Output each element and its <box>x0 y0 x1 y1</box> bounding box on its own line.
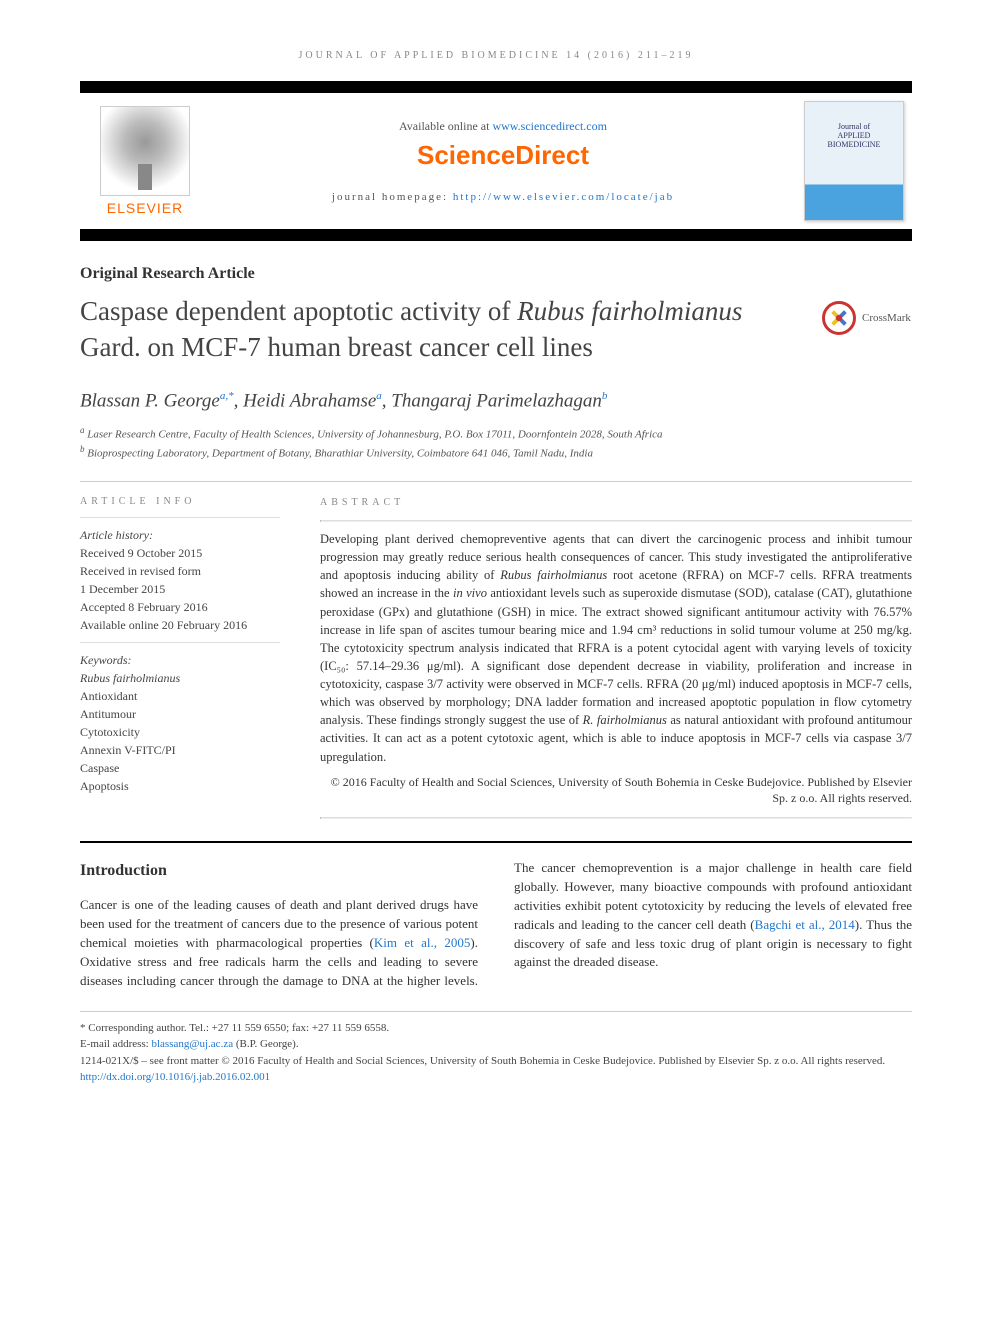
elsevier-tree-icon <box>100 106 190 196</box>
intro-ref2[interactable]: Bagchi et al., 2014 <box>755 917 855 932</box>
body-text: Introduction Cancer is one of the leadin… <box>80 859 912 990</box>
abs-p1c: antioxidant levels such as superoxide di… <box>320 586 912 727</box>
doi-link[interactable]: http://dx.doi.org/10.1016/j.jab.2016.02.… <box>80 1069 912 1086</box>
keyword-4: Cytotoxicity <box>80 723 280 741</box>
elsevier-text: ELSEVIER <box>107 200 183 216</box>
affiliation-a: a Laser Research Centre, Faculty of Heal… <box>80 424 912 443</box>
abstract-heading: ABSTRACT <box>320 496 912 511</box>
article-info-heading: ARTICLE INFO <box>80 496 280 507</box>
crossmark-badge[interactable]: CrossMark <box>822 301 912 335</box>
author-1-sup: a,* <box>220 390 234 402</box>
title-part1: Caspase dependent apoptotic activity of <box>80 296 517 326</box>
homepage-prefix: journal homepage: <box>332 191 453 203</box>
homepage-url[interactable]: http://www.elsevier.com/locate/jab <box>453 191 674 203</box>
corr-text: Tel.: +27 11 559 6550; fax: +27 11 559 6… <box>187 1022 390 1034</box>
email-suffix: (B.P. George). <box>233 1038 298 1050</box>
title-italic: Rubus fairholmianus <box>517 296 742 326</box>
journal-cover-thumb: Journal of APPLIED BIOMEDICINE <box>804 101 904 221</box>
email-label: E-mail address: <box>80 1038 151 1050</box>
divider <box>80 481 912 482</box>
cover-line2: APPLIED <box>838 131 871 140</box>
author-3-sup: b <box>602 390 608 402</box>
corresponding-author: * Corresponding author. Tel.: +27 11 559… <box>80 1020 912 1037</box>
keyword-1: Rubus fairholmianus <box>80 669 280 687</box>
history-label: Article history: <box>80 526 280 544</box>
affiliation-b: b Bioprospecting Laboratory, Department … <box>80 443 912 462</box>
abs-i3: R. fairholmianus <box>583 713 667 727</box>
crossmark-label: CrossMark <box>862 312 911 324</box>
running-head: JOURNAL OF APPLIED BIOMEDICINE 14 (2016)… <box>80 50 912 61</box>
abstract-divider <box>320 520 912 522</box>
author-2-sup: a <box>376 390 382 402</box>
keywords-label: Keywords: <box>80 651 280 669</box>
info-divider2 <box>80 642 280 643</box>
aff-a-text: Laser Research Centre, Faculty of Health… <box>87 429 662 441</box>
corr-label: * Corresponding author. <box>80 1022 187 1034</box>
abs-i2: in vivo <box>453 586 487 600</box>
aff-b-sup: b <box>80 444 85 454</box>
author-3: Thangaraj Parimelazhagan <box>391 390 602 411</box>
front-matter: 1214-021X/$ – see front matter © 2016 Fa… <box>80 1053 912 1070</box>
info-divider <box>80 517 280 518</box>
sciencedirect-logo: ScienceDirect <box>417 140 589 171</box>
revised-line2: 1 December 2015 <box>80 580 280 598</box>
footnotes: * Corresponding author. Tel.: +27 11 559… <box>80 1011 912 1086</box>
aff-b-text: Bioprospecting Laboratory, Department of… <box>87 448 593 460</box>
affiliations: a Laser Research Centre, Faculty of Heal… <box>80 424 912 462</box>
intro-heading: Introduction <box>80 859 478 882</box>
title-part2: Gard. on MCF-7 human breast cancer cell … <box>80 332 593 362</box>
abs-i1: Rubus fairholmianus <box>500 568 607 582</box>
available-online-date: Available online 20 February 2016 <box>80 616 280 634</box>
journal-header: ELSEVIER Available online at www.science… <box>80 81 912 241</box>
corr-email-line: E-mail address: blassang@uj.ac.za (B.P. … <box>80 1036 912 1053</box>
available-online: Available online at www.sciencedirect.co… <box>399 119 607 134</box>
abstract-text: Developing plant derived chemopreventive… <box>320 530 912 766</box>
abstract: ABSTRACT Developing plant derived chemop… <box>320 496 912 820</box>
accepted: Accepted 8 February 2016 <box>80 598 280 616</box>
keyword-7: Apoptosis <box>80 777 280 795</box>
aff-a-sup: a <box>80 425 85 435</box>
corr-email[interactable]: blassang@uj.ac.za <box>151 1038 233 1050</box>
received: Received 9 October 2015 <box>80 544 280 562</box>
header-center: Available online at www.sciencedirect.co… <box>210 93 796 229</box>
section-divider <box>80 841 912 843</box>
keyword-5: Annexin V-FITC/PI <box>80 741 280 759</box>
authors: Blassan P. Georgea,*, Heidi Abrahamsea, … <box>80 390 912 412</box>
keyword-6: Caspase <box>80 759 280 777</box>
revised-line1: Received in revised form <box>80 562 280 580</box>
info-abstract-row: ARTICLE INFO Article history: Received 9… <box>80 496 912 820</box>
article-info: ARTICLE INFO Article history: Received 9… <box>80 496 280 820</box>
journal-homepage: journal homepage: http://www.elsevier.co… <box>332 191 674 203</box>
author-1: Blassan P. George <box>80 390 220 411</box>
cover-line1: Journal of <box>838 122 870 131</box>
copyright: © 2016 Faculty of Health and Social Scie… <box>320 774 912 808</box>
article-title: Caspase dependent apoptotic activity of … <box>80 293 802 366</box>
keyword-3: Antitumour <box>80 705 280 723</box>
title-row: Caspase dependent apoptotic activity of … <box>80 293 912 366</box>
abstract-bottom-divider <box>320 817 912 819</box>
intro-ref1[interactable]: Kim et al., 2005 <box>374 935 471 950</box>
elsevier-logo: ELSEVIER <box>80 93 210 229</box>
cover-line3: BIOMEDICINE <box>828 140 881 149</box>
article-type: Original Research Article <box>80 265 912 283</box>
author-2: Heidi Abrahamse <box>243 390 376 411</box>
available-prefix: Available online at <box>399 119 492 133</box>
crossmark-icon <box>822 301 856 335</box>
available-url[interactable]: www.sciencedirect.com <box>492 119 607 133</box>
keyword-2: Antioxidant <box>80 687 280 705</box>
